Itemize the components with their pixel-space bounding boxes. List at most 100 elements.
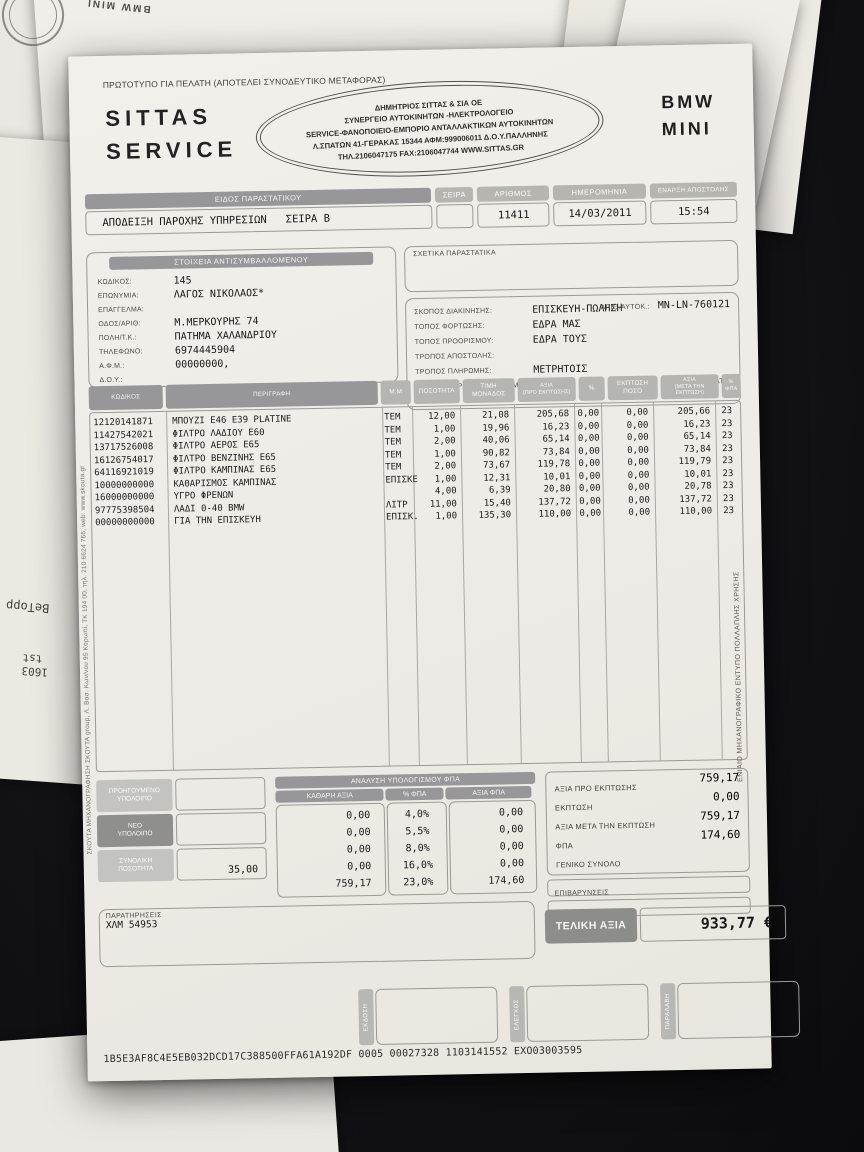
item-code: 12120141871 bbox=[93, 417, 153, 429]
col-discount-amount: ΕΚΠΤΩΣΗ ΠΟΣΟ bbox=[607, 375, 658, 401]
item-discount-pct: 0,00 bbox=[578, 458, 601, 470]
vat-amount-header: ΑΞΙΑ ΦΠΑ bbox=[445, 785, 532, 800]
item-net-value: 10,01 bbox=[684, 469, 712, 480]
item-gross-value: 110,00 bbox=[538, 509, 572, 520]
brand-bmw: BMW bbox=[661, 91, 716, 113]
item-discount-amount: 0,00 bbox=[626, 407, 649, 419]
total-value: 174,60 bbox=[700, 827, 741, 842]
stamp-text-line: ΣΥΝΕΡΓΕΙΟ ΑΥΤΟΚΙΝΗΤΩΝ -ΗΛΕΚΤΡΟΛΟΓΕΙΟ bbox=[344, 107, 514, 126]
field-label: ΤΡΟΠΟΣ ΑΠΟΣΤΟΛΗΣ: bbox=[414, 352, 495, 362]
vat-net-value: 0,00 bbox=[346, 843, 372, 856]
vat-pct-value: 23,0% bbox=[403, 876, 434, 889]
item-unit-of-measure: ΤΕΜ bbox=[384, 450, 402, 461]
background-number: 1603 tst bbox=[21, 651, 49, 679]
stamp-text-line: ΔΗΜΗΤΡΙΟΣ ΣΙΤΤΑΣ & ΣΙΑ ΟΕ bbox=[374, 97, 483, 113]
vat-net-value: 759,17 bbox=[335, 877, 372, 890]
field-value: ΕΔΡΑ ΜΑΣ bbox=[532, 318, 581, 331]
customer-panel: ΣΤΟΙΧΕΙΑ ΑΝΤΙΣΥΜΒΑΛΛΟΜΕΝΟΥ ΚΩΔΙΚΟΣ: 145 … bbox=[85, 246, 399, 389]
dispatch-value: 15:54 bbox=[650, 198, 738, 225]
item-vat-pct: 23 bbox=[721, 406, 733, 417]
item-net-value: 73,84 bbox=[683, 444, 711, 455]
notes-box: ΠΑΡΑΤΗΡΗΣΕΙΣ ΧΛΜ 54953 bbox=[98, 900, 536, 968]
item-net-value: 119,79 bbox=[678, 456, 712, 468]
field-label: ΤΟΠΟΣ ΦΟΡΤΩΣΗΣ: bbox=[414, 322, 485, 332]
item-unit-price: 6,39 bbox=[488, 485, 511, 496]
item-unit-price: 12,31 bbox=[483, 473, 511, 484]
vat-net-value: 0,00 bbox=[346, 810, 371, 822]
item-description: ΓΙΑ ΤΗΝ ΕΠΙΣΚΕΥΗ bbox=[174, 515, 261, 527]
field-value: 145 bbox=[173, 274, 192, 287]
total-value: 759,17 bbox=[699, 770, 740, 785]
item-gross-value: 65,14 bbox=[542, 434, 570, 445]
company-oval-stamp: ΔΗΜΗΤΡΙΟΣ ΣΙΤΤΑΣ & ΣΙΑ ΟΕ ΣΥΝΕΡΓΕΙΟ ΑΥΤΟΚ… bbox=[253, 72, 606, 186]
field-label: ΤΟΠΟΣ ΠΡΟΟΡΙΣΜΟΥ: bbox=[414, 337, 494, 347]
col-discount-pct: % bbox=[578, 376, 605, 401]
field-value: ΛΑΓΟΣ ΝΙΚΟΛΑΟΣ* bbox=[173, 287, 265, 301]
signature-tab-label: ΠΑΡΑΛΑΒΗ bbox=[660, 983, 677, 1040]
brand-mini: MINI bbox=[661, 118, 712, 140]
item-discount-pct: 0,00 bbox=[577, 421, 600, 432]
final-total: ΤΕΛΙΚΗ ΑΞΙΑ 933,77 € bbox=[544, 905, 787, 944]
item-quantity: 1,00 bbox=[434, 474, 457, 485]
item-code: 16000000000 bbox=[94, 492, 155, 504]
vat-net-value: 0,00 bbox=[347, 860, 372, 873]
field-value: ΜΕΤΡΗΤΟΙΣ bbox=[533, 363, 588, 376]
item-unit-price: 19,96 bbox=[482, 423, 510, 434]
item-quantity: 1,00 bbox=[435, 511, 458, 522]
vat-pct-column: 4,0% 5,5% 8,0% 16,0% 23,0% bbox=[387, 801, 449, 896]
vat-amount-value: 0,00 bbox=[499, 858, 525, 870]
signature-area bbox=[677, 980, 801, 1040]
item-unit-of-measure bbox=[384, 492, 414, 493]
item-code: 00000000000 bbox=[95, 517, 155, 529]
item-vat-pct: 23 bbox=[721, 418, 733, 429]
signature-item: ΕΛΕΓΧΟΣ bbox=[509, 983, 650, 1043]
item-discount-amount: 0,00 bbox=[627, 445, 649, 456]
item-quantity: 2,00 bbox=[433, 436, 456, 447]
total-label: ΕΚΠΤΩΣΗ bbox=[554, 802, 593, 813]
item-discount-amount: 0,00 bbox=[626, 432, 649, 444]
item-discount-amount: 0,00 bbox=[626, 420, 649, 431]
item-discount-amount: 0,00 bbox=[628, 507, 651, 519]
item-unit-of-measure: ΤΕΜ bbox=[384, 437, 402, 448]
field-value: ΕΔΡΑ ΤΟΥΣ bbox=[532, 333, 588, 346]
vehicle-value: MN-LN-760121 bbox=[657, 299, 731, 312]
brand-marks: BMW MINI bbox=[661, 88, 716, 143]
number-header: ΑΡΙΘΜΟΣ bbox=[477, 185, 550, 202]
item-discount-amount: 0,00 bbox=[627, 470, 650, 481]
item-code: 16126754017 bbox=[93, 454, 154, 466]
item-quantity: 1,00 bbox=[434, 449, 457, 460]
item-gross-value: 119,78 bbox=[537, 459, 571, 470]
vat-pct-value: 8,0% bbox=[405, 842, 430, 855]
item-code: 97775398504 bbox=[94, 504, 155, 516]
dispatch-header: ΕΝΑΡΞΗ ΑΠΟΣΤΟΛΗΣ bbox=[649, 181, 738, 199]
field-value: 00000000, bbox=[175, 358, 230, 371]
total-quantity-value: 35,00 bbox=[176, 846, 268, 881]
totals-block: ΑΞΙΑ ΠΡΟ ΕΚΠΤΩΣΗΣ 759,17 ΕΚΠΤΩΣΗ 0,00 ΑΞ… bbox=[545, 767, 751, 918]
signature-area bbox=[375, 986, 499, 1045]
col-unit-price: ΤΙΜΗ ΜΟΝΑΔΟΣ bbox=[462, 378, 515, 404]
col-vat-pct: % ΦΠΑ bbox=[721, 373, 741, 399]
signature-tab-label: ΕΛΕΓΧΟΣ bbox=[509, 986, 526, 1043]
vat-net-header: ΚΑΘΑΡΗ ΑΞΙΑ bbox=[275, 788, 384, 803]
item-gross-value: 205,68 bbox=[536, 409, 570, 420]
item-discount-pct: 0,00 bbox=[578, 446, 600, 457]
field-label: Δ.Ο.Υ.: bbox=[99, 376, 123, 384]
vat-pct-header: % ΦΠΑ bbox=[385, 787, 444, 801]
field-label: ΕΠΑΓΓΕΛΜΑ: bbox=[98, 305, 145, 314]
stamp-text-line: SERVICE-ΦΑΝΟΠΟΙΕΙΟ-ΕΜΠΟΡΙΟ ΑΝΤΑΛΛΑΚΤΙΚΩΝ… bbox=[305, 117, 554, 140]
item-gross-value: 137,72 bbox=[538, 496, 571, 508]
field-label: Α.Φ.Μ.: bbox=[99, 362, 125, 370]
vat-amount-value: 0,00 bbox=[499, 824, 524, 836]
item-discount-amount: 0,00 bbox=[628, 495, 650, 506]
field-label: ΕΠΩΝΥΜΙΑ: bbox=[97, 291, 139, 300]
field-value: 6974445904 bbox=[174, 344, 236, 357]
vat-analysis-block: ΑΝΑΛΥΣΗ ΥΠΟΛΟΓΙΣΜΟΥ ΦΠΑ ΚΑΘΑΡΗ ΑΞΙΑ % ΦΠ… bbox=[275, 771, 538, 923]
company-logo-line1: SITTAS bbox=[105, 103, 213, 131]
related-documents-box: ΣΧΕΤΙΚΑ ΠΑΡΑΣΤΑΤΙΚΑ bbox=[403, 239, 739, 293]
vat-pct-value: 5,5% bbox=[405, 825, 430, 838]
total-row: ΓΕΝΙΚΟ ΣΥΝΟΛΟ bbox=[556, 851, 741, 874]
item-net-value: 205,66 bbox=[677, 406, 711, 418]
field-label: ΠΟΛΗ/Τ.Κ.: bbox=[98, 333, 137, 342]
item-net-value: 110,00 bbox=[679, 506, 713, 518]
item-unit-price: 21,08 bbox=[482, 410, 510, 422]
